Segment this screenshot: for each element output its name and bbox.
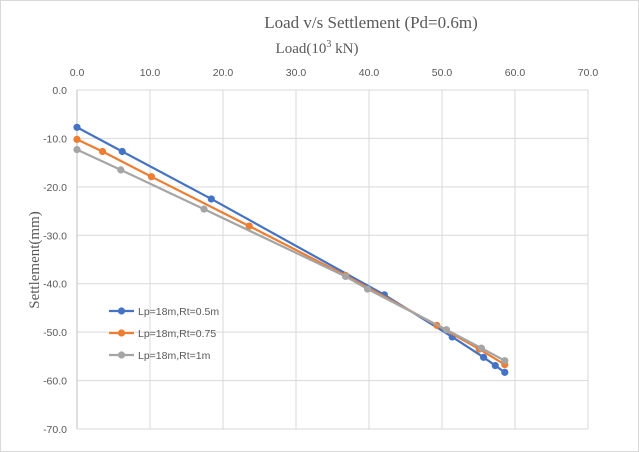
data-point (501, 368, 509, 376)
tick-labels: 0.0 10.0 20.0 30.0 40.0 50.0 60.0 70.0 0.0 -10.0 -… (43, 67, 598, 436)
data-point (477, 344, 486, 352)
y-axis-title: Settlement(mm) (27, 211, 43, 308)
data-point (207, 195, 215, 203)
grid-lines (76, 89, 589, 430)
legend-item: Lp=18m,Rt=0.5m (109, 306, 219, 318)
legend-marker (117, 329, 126, 337)
series-layer (73, 123, 509, 376)
chart-title: Load v/s Settlement (Pd=0.6m) (264, 13, 478, 32)
x-tick-label: 20.0 (213, 67, 234, 79)
legend-label: Lp=18m,Rt=0.75 (138, 328, 216, 340)
series-2 (73, 135, 509, 369)
data-point (117, 166, 125, 174)
data-point (363, 285, 372, 293)
legend-marker (117, 351, 126, 359)
data-point (73, 123, 81, 131)
data-point (442, 326, 450, 334)
data-point (73, 135, 81, 143)
x-tick-label: 40.0 (359, 67, 380, 79)
y-tick-label: -60.0 (43, 376, 67, 388)
series-line (76, 148, 506, 362)
data-point (342, 272, 350, 281)
x-axis-title: Load(103 kN) (276, 39, 359, 57)
x-tick-label: 0.0 (70, 67, 85, 79)
data-point (73, 145, 81, 154)
series-line (76, 138, 506, 366)
legend-item: Lp=18m,Rt=1m (109, 350, 211, 362)
x-tick-label: 70.0 (578, 67, 599, 79)
data-point (147, 173, 156, 181)
x-tick-label: 50.0 (432, 67, 453, 79)
x-axis-title-superscript: 3 (326, 39, 331, 50)
data-point (245, 222, 253, 230)
x-axis-title-main: Load(10 (276, 41, 327, 57)
series-3 (73, 145, 509, 365)
y-tick-label: -20.0 (43, 182, 67, 194)
x-tick-label: 60.0 (505, 67, 526, 79)
y-tick-label: -70.0 (43, 424, 67, 436)
data-point (491, 361, 499, 370)
y-tick-label: -50.0 (43, 327, 67, 339)
y-tick-label: -30.0 (43, 230, 67, 242)
x-tick-label: 10.0 (140, 67, 161, 79)
legend-marker (117, 307, 126, 315)
legend: Lp=18m,Rt=0.5m Lp=18m,Rt=0.75 Lp=18m,Rt=1m (109, 306, 219, 362)
y-tick-label: -10.0 (43, 133, 67, 145)
x-tick-label: 30.0 (286, 67, 307, 79)
y-tick-label: 0.0 (52, 85, 67, 97)
data-point (200, 205, 208, 213)
legend-label: Lp=18m,Rt=0.5m (138, 306, 219, 318)
data-point (501, 357, 509, 365)
y-tick-label: -40.0 (43, 279, 67, 291)
data-point (98, 147, 107, 156)
legend-label: Lp=18m,Rt=1m (138, 350, 211, 362)
data-point (118, 147, 126, 156)
data-point (480, 353, 488, 361)
legend-item: Lp=18m,Rt=0.75 (109, 328, 216, 340)
x-axis-title-unit: kN) (331, 41, 358, 57)
